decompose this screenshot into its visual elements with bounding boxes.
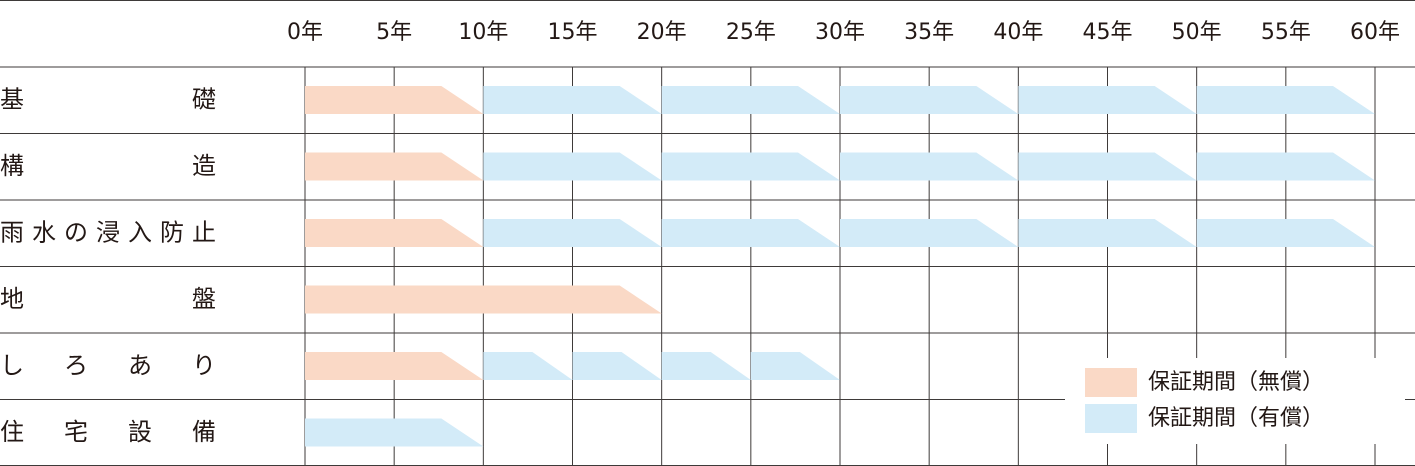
bar [661, 219, 840, 247]
row-label: 住宅設備 [0, 418, 216, 446]
bar [305, 352, 484, 380]
x-tick-label: 15年 [548, 20, 598, 45]
legend-label: 保証期間（無償） [1148, 370, 1324, 395]
legend-label: 保証期間（有償） [1148, 406, 1324, 431]
bar [483, 219, 662, 247]
bar [1018, 152, 1197, 181]
row-label: 基礎 [0, 85, 216, 113]
bar [305, 285, 662, 314]
legend-swatch [1085, 368, 1137, 397]
bar [305, 86, 484, 114]
x-tick-label: 45年 [1083, 20, 1133, 45]
bar [483, 86, 662, 114]
x-tick-label: 55年 [1261, 20, 1311, 45]
bar [1018, 86, 1197, 114]
bar [305, 418, 484, 447]
bar [483, 152, 662, 181]
x-tick-label: 30年 [815, 20, 865, 45]
bar [572, 352, 662, 380]
x-tick-label: 35年 [904, 20, 954, 45]
x-tick-label: 5年 [376, 20, 412, 45]
row-label: 構造 [0, 152, 216, 180]
x-tick-label: 10年 [458, 20, 508, 45]
bar [840, 152, 1019, 181]
bar [840, 86, 1019, 114]
bar [661, 86, 840, 114]
bar [840, 219, 1019, 247]
bar [661, 152, 840, 181]
row-label: しろあり [0, 351, 216, 379]
bar [750, 352, 840, 380]
bar [305, 219, 484, 247]
x-tick-label: 25年 [726, 20, 776, 45]
legend-swatch [1085, 404, 1137, 433]
x-tick-label: 20年 [637, 20, 687, 45]
row-label: 雨水の浸入防止 [0, 218, 216, 246]
bar [305, 152, 484, 181]
x-tick-label: 60年 [1350, 20, 1400, 45]
x-tick-label: 0年 [287, 20, 323, 45]
legend: 保証期間（無償） 保証期間（有償） [1065, 358, 1405, 444]
bar [1196, 219, 1375, 247]
bar [661, 352, 751, 380]
bar [1196, 86, 1375, 114]
row-label: 地盤 [0, 285, 216, 313]
x-tick-label: 50年 [1172, 20, 1222, 45]
bar [1018, 219, 1197, 247]
x-tick-label: 40年 [993, 20, 1043, 45]
bar [483, 352, 573, 380]
bar [1196, 152, 1375, 181]
